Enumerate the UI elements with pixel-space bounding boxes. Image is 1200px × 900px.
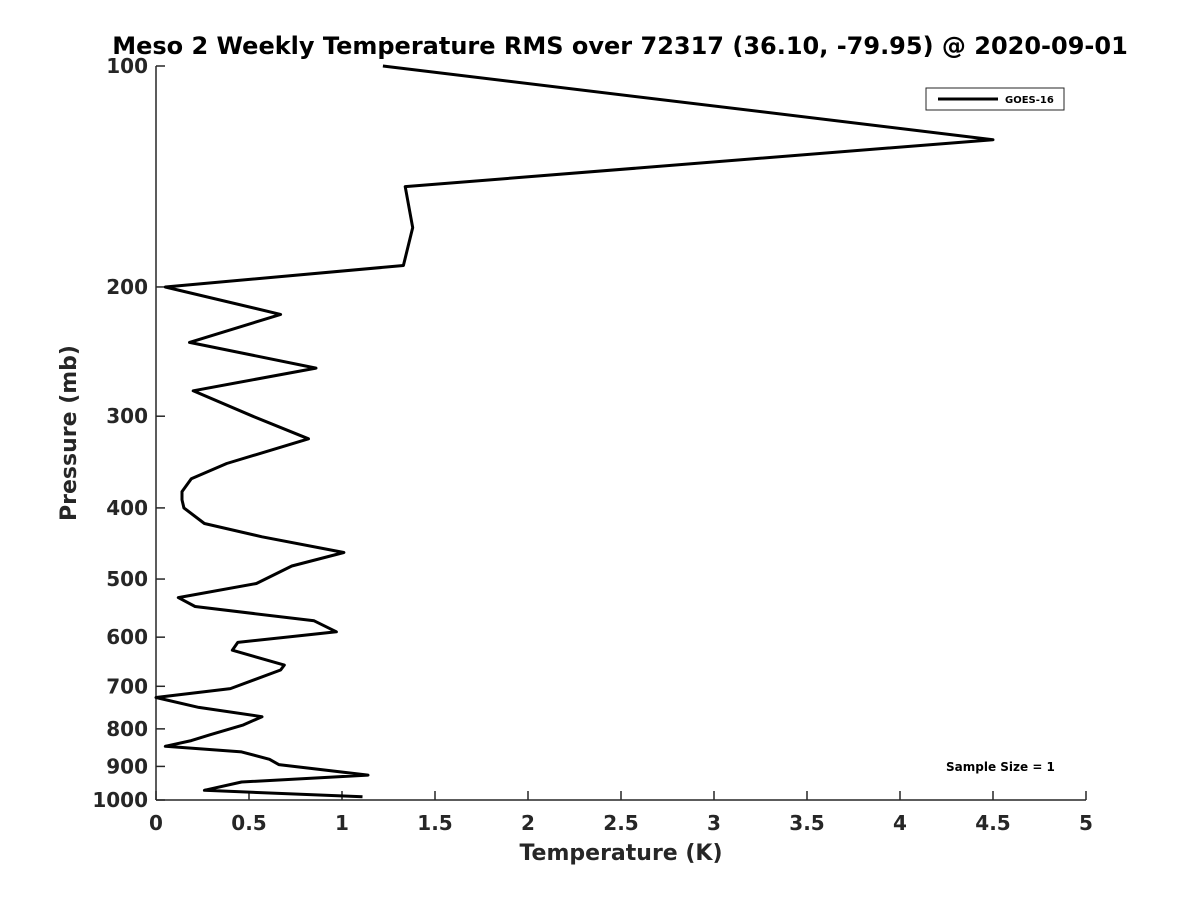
x-tick-label: 0.5	[231, 811, 266, 835]
y-tick-label: 800	[106, 717, 148, 741]
y-tick-label: 100	[106, 54, 148, 78]
y-tick-label: 300	[106, 404, 148, 428]
x-tick-label: 4.5	[975, 811, 1010, 835]
y-ticks: 100 200 300 400 500 600 700 800 900 1000	[92, 54, 165, 812]
x-tick-label: 0	[149, 811, 163, 835]
y-tick-label: 1000	[92, 788, 148, 812]
x-tick-label: 2	[521, 811, 535, 835]
series-lines	[154, 64, 995, 799]
x-tick-label: 3.5	[789, 811, 824, 835]
y-tick-label: 700	[106, 674, 148, 698]
x-tick-label: 1	[335, 811, 349, 835]
y-axis-label: Pressure (mb)	[57, 345, 82, 521]
y-tick-label: 600	[106, 625, 148, 649]
series-line-0	[154, 64, 995, 799]
x-axis-label: Temperature (K)	[519, 841, 722, 866]
x-tick-label: 2.5	[603, 811, 638, 835]
y-tick-label: 500	[106, 567, 148, 591]
x-tick-label: 3	[707, 811, 721, 835]
chart-title: Meso 2 Weekly Temperature RMS over 72317…	[112, 32, 1128, 60]
sample-size-annotation: Sample Size = 1	[946, 760, 1055, 774]
y-tick-label: 200	[106, 275, 148, 299]
x-ticks: 0 0.5 1 1.5 2 2.5 3 3.5 4 4.5 5	[149, 791, 1093, 835]
legend: GOES-16	[925, 87, 1065, 111]
y-tick-label: 400	[106, 496, 148, 520]
x-tick-label: 4	[893, 811, 907, 835]
legend-label: GOES-16	[1005, 95, 1054, 106]
y-tick-label: 900	[106, 754, 148, 778]
x-tick-label: 5	[1079, 811, 1093, 835]
x-tick-label: 1.5	[417, 811, 452, 835]
